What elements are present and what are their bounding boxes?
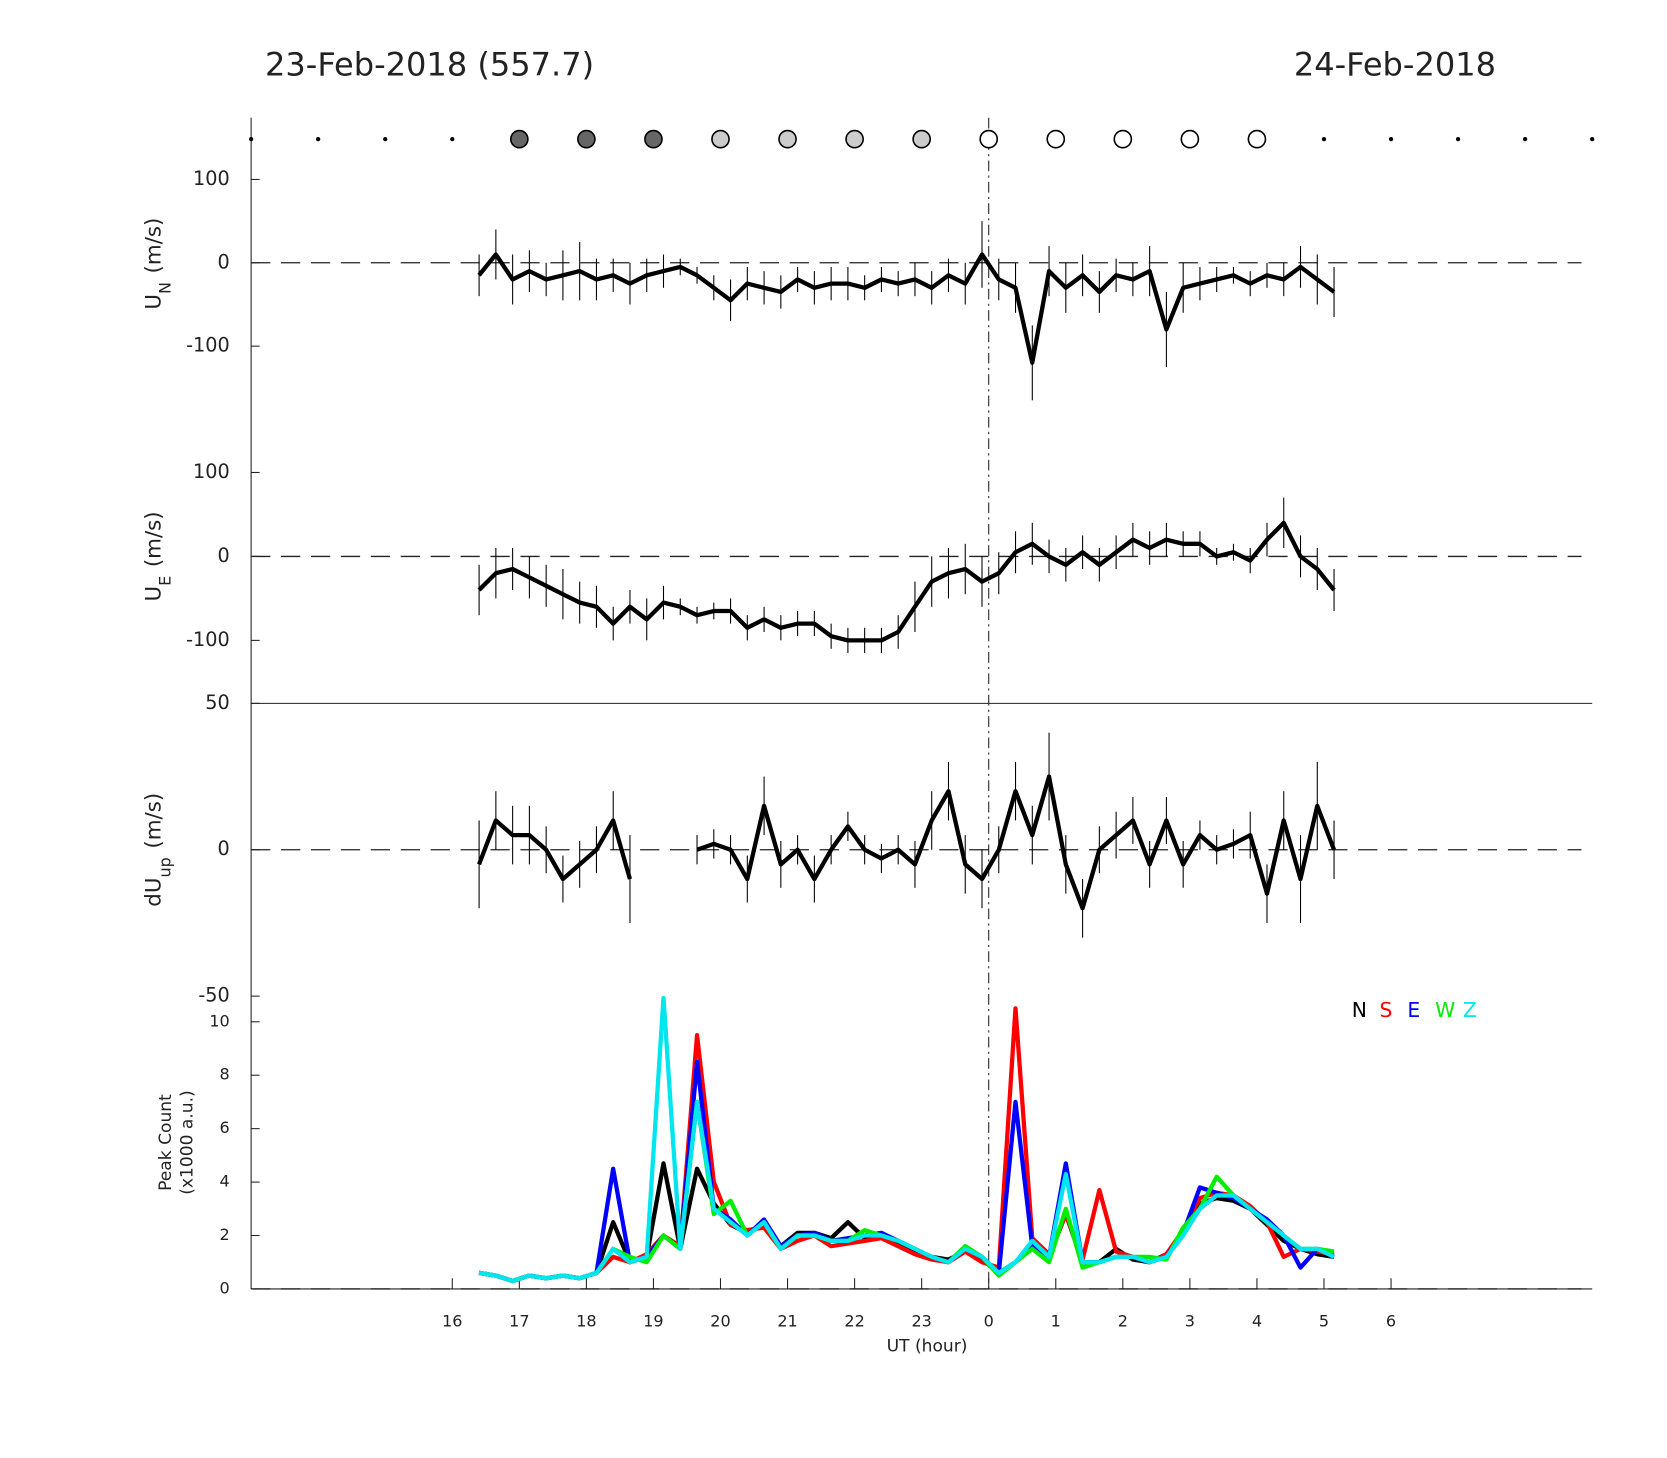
y-tick-label: 8 <box>220 1065 230 1084</box>
sky-marker <box>1180 129 1200 149</box>
sky-marker <box>1247 129 1267 149</box>
sky-marker <box>1455 137 1461 142</box>
legend-entry: E <box>1407 998 1420 1022</box>
y-tick-label: 0 <box>218 544 230 567</box>
legend-entry: Z <box>1463 998 1477 1022</box>
y-tick-label: 50 <box>205 691 229 714</box>
y-tick-label: 6 <box>220 1118 230 1137</box>
y-tick-label: -100 <box>186 334 230 357</box>
sky-marker <box>509 129 529 149</box>
x-tick-label: 4 <box>1252 1312 1262 1331</box>
x-tick-label: 21 <box>777 1312 797 1331</box>
plot-area <box>477 732 1337 938</box>
sky-marker <box>845 129 864 149</box>
sky-marker <box>383 137 388 142</box>
sky-marker <box>1523 137 1528 142</box>
y-tick-label: 100 <box>193 460 230 483</box>
x-tick-label: 16 <box>442 1312 462 1331</box>
y-tick-label: -100 <box>186 628 230 651</box>
y-label-unit: (m/s) <box>141 511 166 567</box>
x-tick-label: 5 <box>1319 1312 1329 1331</box>
legend-entry: W <box>1435 998 1455 1022</box>
y-axis-label: Peak Count <box>156 1094 176 1191</box>
data-line <box>477 520 1336 643</box>
x-tick-label: 22 <box>844 1312 864 1331</box>
y-label-unit: (x1000 a.u.) <box>177 1090 197 1194</box>
sky-marker <box>912 129 932 149</box>
sky-marker <box>644 129 663 149</box>
plot-area <box>477 497 1336 653</box>
y-tick-label: -50 <box>198 984 229 1007</box>
y-tick-label: 0 <box>218 837 230 860</box>
plot-area <box>477 221 1336 401</box>
x-axis-label: UT (hour) <box>887 1337 968 1357</box>
y-tick-label: 0 <box>220 1278 230 1297</box>
y-label-main: Peak Count <box>156 1094 176 1191</box>
y-label-main: dU <box>141 877 166 906</box>
x-tick-label: 20 <box>710 1312 730 1331</box>
data-line <box>477 252 1336 365</box>
sky-marker <box>711 129 730 149</box>
y-label-unit: (m/s) <box>141 218 166 274</box>
data-line <box>478 996 1335 1284</box>
title-right: 24-Feb-2018 <box>1294 45 1496 83</box>
sky-marker <box>1388 137 1394 142</box>
y-tick-label: 10 <box>209 1011 229 1030</box>
x-tick-label: 19 <box>643 1312 663 1331</box>
y-axis-label: UE (m/s) <box>141 511 173 601</box>
x-tick-label: 1 <box>1051 1312 1061 1331</box>
y-axis-label-2: (x1000 a.u.) <box>177 1090 197 1194</box>
y-tick-label: 2 <box>220 1225 230 1244</box>
x-tick-label: 0 <box>984 1312 994 1331</box>
x-tick-label: 6 <box>1386 1312 1396 1331</box>
legend-entry: S <box>1380 998 1393 1022</box>
sky-marker <box>1321 137 1327 142</box>
y-label-unit: (m/s) <box>141 793 166 849</box>
y-tick-label: 4 <box>220 1172 230 1191</box>
y-tick-label: 0 <box>218 250 230 273</box>
y-label-sub: N <box>155 282 174 294</box>
sky-marker <box>778 129 797 149</box>
data-line <box>477 774 1337 911</box>
sky-marker <box>1046 129 1066 149</box>
y-tick-label: 100 <box>193 167 230 190</box>
y-axis-label: dUup (m/s) <box>141 793 173 907</box>
sky-marker <box>1113 129 1133 149</box>
x-tick-label: 18 <box>576 1312 596 1331</box>
y-axis-label: UN (m/s) <box>141 218 173 310</box>
x-tick-label: 17 <box>509 1312 529 1331</box>
sky-marker <box>1590 137 1595 142</box>
sky-marker <box>248 137 254 142</box>
sky-marker <box>577 129 596 149</box>
y-label-main: U <box>141 294 166 310</box>
plot-area <box>478 996 1335 1284</box>
y-label-sub: up <box>155 857 174 877</box>
x-tick-label: 3 <box>1185 1312 1195 1331</box>
sky-marker <box>450 137 455 142</box>
title-left: 23-Feb-2018 (557.7) <box>265 45 594 83</box>
x-tick-label: 23 <box>911 1312 931 1331</box>
sky-marker <box>316 137 321 142</box>
x-tick-label: 2 <box>1118 1312 1128 1331</box>
y-label-sub: E <box>155 576 174 586</box>
legend-entry: N <box>1352 998 1367 1022</box>
sky-marker <box>979 129 999 149</box>
y-label-main: U <box>141 586 166 602</box>
